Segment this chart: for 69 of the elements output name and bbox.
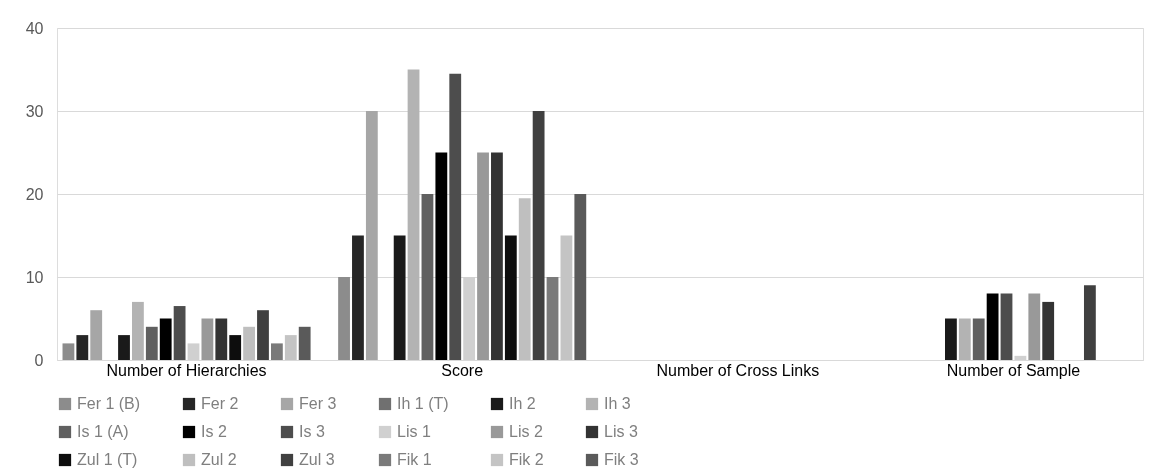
legend-label: Fer 3 bbox=[299, 395, 337, 412]
y-tick-label: 0 bbox=[34, 351, 44, 369]
legend-label: Fik 2 bbox=[509, 451, 544, 468]
bar bbox=[546, 277, 559, 360]
bar bbox=[159, 318, 172, 360]
bar bbox=[338, 277, 350, 360]
bar bbox=[574, 194, 587, 360]
bar bbox=[298, 326, 311, 360]
bar bbox=[62, 343, 75, 360]
y-tick-label: 30 bbox=[25, 102, 44, 120]
bar bbox=[365, 111, 378, 360]
legend-label: Ih 2 bbox=[509, 395, 536, 412]
bar bbox=[1042, 301, 1055, 360]
legend-label: Zul 2 bbox=[201, 451, 237, 468]
bar bbox=[173, 306, 186, 360]
legend-label: Fik 3 bbox=[604, 451, 639, 468]
bar bbox=[257, 310, 269, 360]
bar bbox=[1014, 355, 1027, 360]
bar bbox=[1000, 293, 1013, 360]
y-tick-label: 10 bbox=[25, 268, 44, 286]
bar bbox=[491, 152, 503, 360]
bar bbox=[504, 235, 517, 360]
legend-label: Is 3 bbox=[299, 423, 325, 440]
bar bbox=[145, 326, 158, 360]
legend-label: Ih 1 (T) bbox=[397, 395, 449, 412]
bar bbox=[945, 318, 957, 360]
bar bbox=[560, 235, 573, 360]
legend-label: Lis 1 bbox=[397, 423, 431, 440]
bar bbox=[1083, 285, 1096, 360]
bar bbox=[435, 152, 448, 360]
bar bbox=[407, 69, 420, 360]
legend-label: Lis 2 bbox=[509, 423, 543, 440]
bar bbox=[118, 335, 130, 360]
bar bbox=[449, 73, 462, 360]
legend-label: Ih 3 bbox=[604, 395, 631, 412]
bar bbox=[518, 198, 531, 360]
x-tick-label: Number of Cross Links bbox=[656, 361, 820, 379]
legend-label: Fer 2 bbox=[201, 395, 239, 412]
bar bbox=[76, 335, 89, 360]
y-tick-label: 40 bbox=[25, 19, 44, 37]
bar bbox=[90, 310, 103, 360]
bar bbox=[243, 326, 255, 360]
bar bbox=[270, 343, 283, 360]
bar bbox=[284, 335, 297, 360]
bar bbox=[187, 343, 200, 360]
y-tick-label: 20 bbox=[25, 185, 44, 203]
legend-label: Fer 1 (B) bbox=[77, 395, 141, 412]
bar bbox=[132, 301, 144, 360]
bar bbox=[986, 293, 999, 360]
legend-label: Is 2 bbox=[201, 423, 227, 440]
bar bbox=[229, 335, 242, 360]
bar bbox=[972, 318, 985, 360]
x-tick-label: Score bbox=[441, 361, 484, 379]
legend-label: Zul 3 bbox=[299, 451, 335, 468]
bar bbox=[958, 318, 971, 360]
legend-label: Is 1 (A) bbox=[77, 423, 129, 440]
bar bbox=[532, 111, 545, 360]
bar bbox=[393, 235, 406, 360]
bar bbox=[352, 235, 364, 360]
x-tick-label: Number of Sample bbox=[946, 361, 1081, 379]
bar bbox=[215, 318, 228, 360]
bar bbox=[1028, 293, 1041, 360]
bar bbox=[421, 194, 434, 360]
x-tick-label: Number of Hierarchies bbox=[106, 361, 267, 379]
bar bbox=[201, 318, 214, 360]
bar bbox=[477, 152, 489, 360]
legend-label: Zul 1 (T) bbox=[77, 451, 138, 468]
legend-label: Fik 1 bbox=[397, 451, 432, 468]
legend-label: Lis 3 bbox=[604, 423, 638, 440]
